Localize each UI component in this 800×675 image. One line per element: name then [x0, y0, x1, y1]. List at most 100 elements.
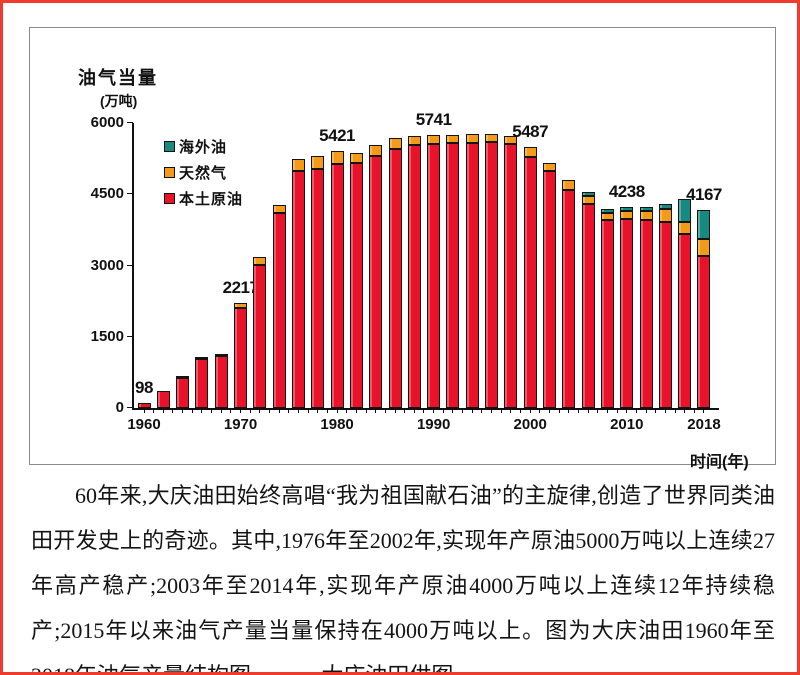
bar-segment-domestic-crude: [678, 234, 692, 408]
bar-segment-overseas-oil: [697, 210, 711, 240]
bar-segment-domestic-crude: [272, 213, 286, 408]
x-axis-tick: [452, 408, 454, 413]
bar-segment-natural-gas: [678, 222, 692, 235]
x-axis-tick: [288, 408, 290, 413]
x-axis-tick: [317, 408, 319, 413]
bar-segment-domestic-crude: [156, 391, 170, 408]
x-axis-tick-label: 2000: [513, 416, 547, 433]
bar-segment-natural-gas: [311, 155, 325, 170]
bar-segment-natural-gas: [504, 135, 518, 144]
bar-segment-domestic-crude: [446, 143, 460, 408]
bar-segment-natural-gas: [600, 212, 614, 221]
y-axis-tick-label: 0: [115, 399, 124, 416]
x-axis-tick: [549, 408, 550, 413]
bar-segment-natural-gas: [407, 135, 421, 146]
x-axis-tick: [423, 408, 425, 413]
bar-segment-domestic-crude: [388, 148, 402, 408]
bar-segment-domestic-crude: [504, 143, 518, 408]
bar-segment-domestic-crude: [137, 403, 151, 408]
bar-segment-domestic-crude: [465, 142, 479, 408]
bar-value-label: 98: [135, 378, 153, 398]
x-axis-tick: [413, 408, 415, 413]
bar-segment-natural-gas: [253, 256, 267, 266]
bar-segment-domestic-crude: [427, 143, 441, 408]
y-axis-tick-label: 6000: [90, 114, 124, 131]
x-axis-tick: [143, 408, 145, 413]
x-axis-tick: [355, 408, 357, 413]
legend-label: 天然气: [179, 164, 228, 182]
bar-segment-domestic-crude: [330, 163, 344, 408]
bar-segment-domestic-crude: [291, 170, 305, 408]
x-axis-tick: [433, 408, 435, 413]
bar-segment-domestic-crude: [253, 265, 267, 408]
bar-segment-domestic-crude: [543, 170, 556, 408]
bar-segment-natural-gas: [485, 133, 499, 142]
x-axis-tick: [394, 408, 396, 413]
x-axis-tick: [172, 408, 174, 413]
x-axis-tick: [655, 408, 657, 413]
x-axis-tick: [384, 408, 386, 413]
x-axis-tick: [568, 408, 570, 413]
x-axis-tick: [529, 408, 531, 413]
bar-value-label: 4238: [608, 181, 645, 201]
overseas-oil-swatch-icon: [164, 140, 175, 152]
x-axis-tick: [500, 408, 502, 413]
bar-segment-natural-gas: [658, 209, 672, 223]
y-axis-tick: [127, 193, 133, 195]
bar-segment-domestic-crude: [600, 220, 614, 408]
x-axis-tick: [442, 408, 444, 413]
y-axis-tick: [127, 264, 133, 266]
x-axis-tick: [336, 408, 338, 413]
bar-segment-natural-gas: [176, 376, 190, 379]
bar-segment-domestic-crude: [620, 218, 634, 408]
legend-item-natural-gas: 天然气: [164, 159, 243, 185]
bar-segment-natural-gas: [581, 196, 595, 205]
x-axis-tick: [481, 408, 483, 413]
bar-value-label: 5421: [319, 125, 355, 145]
bar-segment-natural-gas: [639, 210, 653, 221]
x-axis-tick: [365, 408, 367, 413]
bar-segment-domestic-crude: [214, 356, 228, 408]
x-axis-tick: [693, 408, 695, 413]
y-axis-tick-label: 3000: [90, 256, 124, 274]
bar-segment-domestic-crude: [562, 189, 576, 408]
x-axis-tick: [520, 408, 522, 413]
chart-title: 油气当量: [78, 68, 158, 88]
bar-segment-natural-gas: [523, 147, 537, 157]
bar-segment-natural-gas: [291, 158, 305, 171]
bar-segment-natural-gas: [195, 356, 209, 359]
bar-segment-domestic-crude: [311, 169, 325, 408]
bar-segment-domestic-crude: [407, 145, 421, 408]
x-axis-tick-label: 1970: [223, 416, 258, 433]
caption: 60年来,大庆油田始终高唱“我为祖国献石油”的主旋律,创造了世界同类油田开发史上…: [31, 473, 775, 672]
bar-segment-natural-gas: [388, 137, 402, 149]
legend-item-overseas-oil: 海外油: [164, 133, 243, 159]
x-axis-tick: [307, 408, 309, 413]
x-axis-tick: [577, 408, 579, 413]
x-axis-tick: [587, 408, 589, 413]
bar-segment-natural-gas: [214, 354, 228, 357]
x-axis-tick-label: 2018: [687, 416, 721, 433]
bar-segment-overseas-oil: [600, 208, 614, 213]
x-axis-tick: [626, 408, 628, 413]
bar-segment-natural-gas: [543, 162, 556, 171]
bar-segment-domestic-crude: [176, 378, 190, 408]
x-axis-tick: [162, 408, 164, 413]
bar-segment-domestic-crude: [639, 220, 653, 408]
x-axis-tick: [539, 408, 541, 413]
domestic-crude-swatch-icon: [164, 192, 175, 204]
x-axis-tick: [153, 408, 155, 413]
x-axis-tick: [674, 408, 676, 413]
x-axis-tick: [211, 408, 213, 413]
x-axis-tick-label: 1980: [320, 416, 354, 433]
x-axis-tick: [558, 408, 560, 413]
plot-area: 海外油 天然气 本土原油 时间(年) 0 1500 3000 4500 6000 1960 19…: [91, 110, 749, 471]
x-axis-tick: [297, 408, 299, 413]
x-axis-tick: [404, 408, 406, 413]
y-axis-tick: [127, 122, 133, 123]
x-axis-tick: [191, 408, 193, 413]
x-axis-tick-label: 1960: [127, 416, 161, 433]
bar-segment-domestic-crude: [369, 155, 383, 408]
x-axis-tick: [471, 408, 473, 413]
